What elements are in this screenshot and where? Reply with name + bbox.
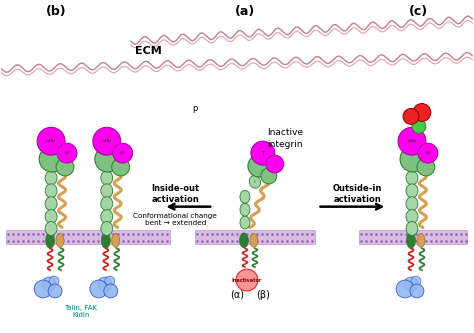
Circle shape [34, 280, 52, 298]
Ellipse shape [101, 221, 113, 235]
Text: c: c [254, 179, 256, 184]
Ellipse shape [45, 171, 57, 185]
Ellipse shape [46, 232, 55, 248]
Circle shape [413, 104, 431, 122]
Circle shape [56, 158, 74, 176]
Text: αΙΙb: αΙΙb [102, 139, 111, 143]
Ellipse shape [249, 175, 261, 188]
Text: (b): (b) [46, 5, 66, 18]
Circle shape [411, 276, 421, 286]
Ellipse shape [406, 197, 418, 211]
Ellipse shape [417, 233, 425, 247]
Circle shape [104, 284, 118, 298]
Text: Inside-out
activation: Inside-out activation [151, 184, 200, 204]
Text: Inactivator: Inactivator [232, 277, 262, 282]
Circle shape [403, 109, 419, 124]
Circle shape [266, 155, 284, 173]
Text: β3: β3 [120, 151, 125, 155]
Circle shape [112, 158, 129, 176]
Ellipse shape [101, 210, 113, 223]
Text: Outside-in
activation: Outside-in activation [333, 184, 382, 204]
Circle shape [236, 269, 258, 291]
Text: αΙΙb: αΙΙb [408, 139, 416, 143]
Ellipse shape [406, 210, 418, 223]
Text: (a): (a) [235, 5, 255, 18]
Ellipse shape [112, 233, 120, 247]
Ellipse shape [406, 221, 418, 235]
Ellipse shape [45, 210, 57, 223]
Circle shape [410, 284, 424, 298]
Text: ECM: ECM [135, 46, 162, 56]
Ellipse shape [101, 232, 110, 248]
Circle shape [42, 277, 56, 291]
Text: Talin, FAK
Kidin: Talin, FAK Kidin [64, 305, 98, 318]
Text: β3: β3 [64, 151, 70, 155]
Circle shape [418, 143, 438, 163]
Text: (β): (β) [256, 290, 270, 300]
Circle shape [105, 276, 115, 286]
Circle shape [93, 127, 121, 155]
Circle shape [412, 120, 426, 133]
Text: β3: β3 [425, 151, 430, 155]
Circle shape [417, 158, 435, 176]
Circle shape [261, 168, 277, 184]
Circle shape [57, 143, 77, 163]
Ellipse shape [406, 171, 418, 185]
Bar [195, 230, 315, 244]
Circle shape [400, 146, 426, 172]
Circle shape [398, 127, 426, 155]
Bar [359, 230, 466, 244]
Text: p: p [192, 104, 198, 113]
Ellipse shape [101, 171, 113, 185]
Circle shape [37, 127, 65, 155]
Circle shape [251, 141, 275, 165]
Ellipse shape [239, 233, 248, 248]
Circle shape [95, 146, 121, 172]
Ellipse shape [56, 233, 64, 247]
Ellipse shape [45, 197, 57, 211]
Ellipse shape [45, 184, 57, 198]
Text: Conformational change
bent → extended: Conformational change bent → extended [133, 213, 217, 226]
Ellipse shape [250, 233, 258, 247]
Ellipse shape [101, 184, 113, 198]
Circle shape [90, 280, 108, 298]
Circle shape [48, 284, 62, 298]
Ellipse shape [407, 232, 415, 248]
Ellipse shape [45, 221, 57, 235]
Ellipse shape [240, 216, 250, 229]
Text: αΙΙb: αΙΙb [46, 139, 55, 143]
Circle shape [248, 155, 270, 177]
Ellipse shape [406, 184, 418, 198]
Circle shape [39, 146, 65, 172]
Ellipse shape [240, 190, 250, 203]
Circle shape [49, 276, 59, 286]
Text: Inactive
integrin: Inactive integrin [267, 128, 303, 149]
Circle shape [113, 143, 133, 163]
Circle shape [98, 277, 112, 291]
Text: T: T [261, 151, 264, 156]
Ellipse shape [101, 197, 113, 211]
Text: (α): (α) [230, 290, 244, 300]
Bar [6, 230, 170, 244]
Text: (c): (c) [410, 5, 428, 18]
Circle shape [396, 280, 414, 298]
Ellipse shape [240, 203, 250, 216]
Circle shape [404, 277, 418, 291]
